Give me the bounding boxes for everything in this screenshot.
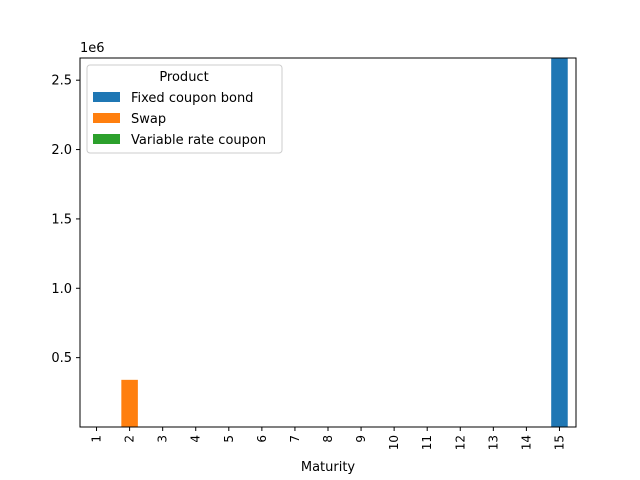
- y-scale-label: 1e6: [80, 41, 105, 56]
- x-tick-label-12: 12: [453, 435, 467, 450]
- legend-label-variable-rate-coupon: Variable rate coupon: [131, 133, 266, 148]
- x-tick-label-6: 6: [255, 435, 269, 443]
- x-tick-label-8: 8: [321, 435, 335, 443]
- legend-frame: [86, 64, 283, 154]
- x-tick-label-15: 15: [552, 435, 566, 450]
- bar-swap-2: [121, 379, 138, 427]
- x-tick-label-2: 2: [123, 435, 137, 443]
- legend: Product Fixed coupon bond Swap Variable ra…: [86, 64, 283, 154]
- x-tick-label-10: 10: [387, 435, 401, 450]
- legend-label-fixed-coupon-bond: Fixed coupon bond: [131, 91, 253, 106]
- x-tick-label-4: 4: [189, 435, 203, 443]
- x-tick-label-13: 13: [486, 435, 500, 450]
- legend-items: Fixed coupon bond Swap Variable rate coupo…: [93, 91, 266, 148]
- bars-layer: [121, 58, 568, 427]
- x-tick-label-7: 7: [288, 435, 302, 443]
- y-tick-label-2.5: 2.5: [51, 74, 72, 89]
- x-tick-label-14: 14: [519, 435, 533, 450]
- x-tick-label-9: 9: [354, 435, 368, 443]
- x-tick-label-11: 11: [420, 435, 434, 450]
- legend-swatch-fixed-coupon-bond: [93, 92, 120, 102]
- y-tick-label-1.5: 1.5: [51, 212, 72, 227]
- legend-swatch-variable-rate-coupon: [93, 134, 120, 144]
- x-tick-label-3: 3: [156, 435, 170, 443]
- y-tick-label-2.0: 2.0: [51, 143, 72, 158]
- y-axis-ticks: 0.5 1.0 1.5 2.0 2.5: [51, 74, 80, 366]
- x-tick-label-1: 1: [90, 435, 104, 443]
- x-axis-ticks: 1 2 3 4 5 6 7 8 9 10 11 12 13 14 15: [90, 427, 566, 450]
- bar-fixed-coupon-bond-15: [551, 58, 568, 427]
- plot-frame: [79, 57, 577, 428]
- legend-swatch-swap: [93, 113, 120, 123]
- x-axis-label: Maturity: [301, 460, 356, 475]
- legend-title: Product: [159, 70, 208, 85]
- x-tick-label-5: 5: [222, 435, 236, 443]
- y-tick-label-0.5: 0.5: [51, 351, 72, 366]
- y-tick-label-1.0: 1.0: [51, 282, 72, 297]
- legend-label-swap: Swap: [131, 112, 166, 127]
